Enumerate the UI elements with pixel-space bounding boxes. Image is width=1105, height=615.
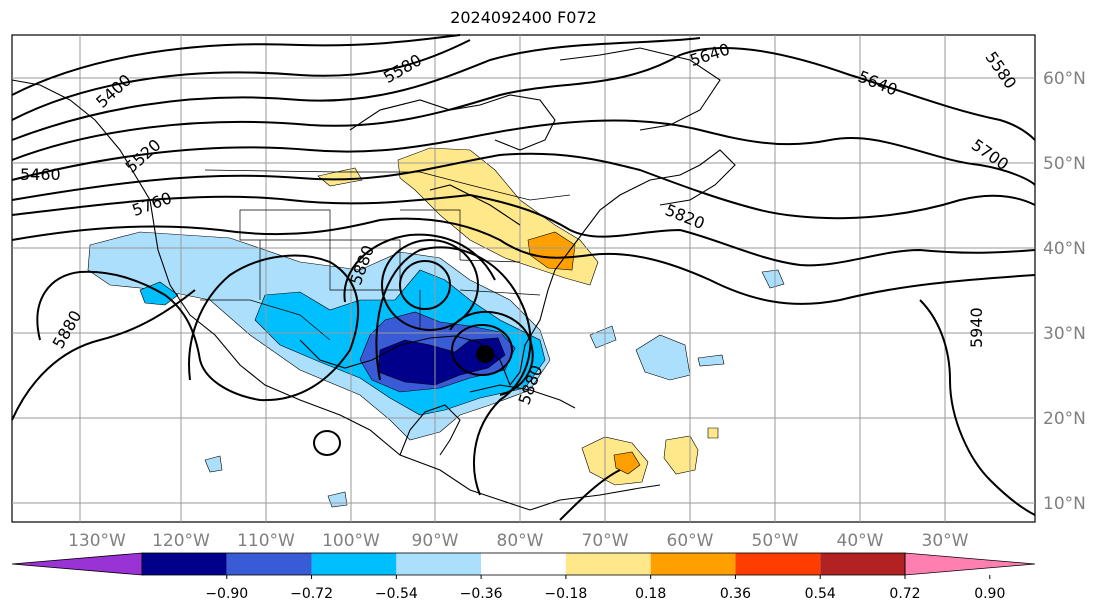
- colorbar-tick-label: 0.36: [720, 586, 751, 602]
- coast-hudson: [349, 94, 556, 151]
- lon-label: 40°W: [837, 531, 884, 551]
- anomaly-yellow-spot-east: [707, 427, 719, 439]
- colorbar-tick-label: −0.18: [544, 586, 587, 602]
- map-title: 2024092400 F072: [450, 8, 597, 27]
- graticule: [12, 35, 1035, 522]
- colorbar-segment: [396, 553, 482, 575]
- colorbar-segment: [820, 553, 905, 575]
- colorbar-tick-label: 0.18: [635, 586, 666, 602]
- lat-label: 10°N: [1043, 494, 1086, 514]
- anomaly-blue-spot-carib: [697, 354, 725, 367]
- anomaly-blue-spot-pac1: [204, 455, 223, 473]
- coastlines: [11, 47, 736, 511]
- border-us-canada: [204, 169, 571, 201]
- colorbar-segment: [650, 553, 736, 575]
- colorbar-segment: [481, 553, 566, 575]
- lon-label: 100°W: [322, 531, 380, 551]
- lat-label: 60°N: [1043, 69, 1086, 89]
- contour-label: 5940: [967, 307, 986, 348]
- lat-label: 50°N: [1043, 154, 1086, 174]
- lon-label: 130°W: [68, 531, 126, 551]
- lon-label: 120°W: [152, 531, 210, 551]
- coast-yucatan: [399, 404, 461, 456]
- coast-south-america: [529, 484, 661, 511]
- colorbar: −0.90 −0.72 −0.54 −0.36 −0.18 0.18 0.36 0.54 0.7…: [11, 552, 1036, 602]
- contour-label: 5460: [20, 165, 61, 184]
- lon-label: 110°W: [237, 531, 295, 551]
- colorbar-tick-label: 0.72: [889, 586, 920, 602]
- lon-label: 70°W: [582, 531, 629, 551]
- colorbar-extend-low: [11, 552, 143, 576]
- colorbar-segment: [565, 553, 651, 575]
- border-us-mexico: [200, 299, 331, 341]
- colorbar-segment: [311, 553, 397, 575]
- colorbar-extend-high: [904, 552, 1036, 576]
- colorbar-segment: [735, 553, 821, 575]
- coast-gulf: [299, 229, 586, 387]
- colorbar-tick-label: 0.54: [805, 586, 836, 602]
- lat-label: 30°N: [1043, 324, 1086, 344]
- colorbar-segment: [142, 553, 227, 575]
- colorbar-tick-label: −0.36: [460, 586, 503, 602]
- lon-label: 90°W: [412, 531, 459, 551]
- lon-label: 30°W: [922, 531, 969, 551]
- coast-cuba: [469, 384, 576, 409]
- coast-labrador: [559, 47, 721, 131]
- lon-label: 50°W: [752, 531, 799, 551]
- colorbar-segment: [226, 553, 312, 575]
- coast-great-lakes: [429, 184, 521, 226]
- colorbar-tick-label: 0.90: [974, 586, 1005, 602]
- lon-label: 80°W: [497, 531, 544, 551]
- colorbar-tick-label: −0.90: [205, 586, 248, 602]
- colorbar-tick-label: −0.54: [375, 586, 418, 602]
- lat-label: 40°N: [1043, 239, 1086, 259]
- anomaly-shading: [87, 147, 785, 508]
- height-contours: [11, 34, 1036, 521]
- anomaly-navy-core: [377, 337, 506, 386]
- coast-maritimes: [584, 149, 736, 231]
- colorbar-outline: [141, 552, 906, 576]
- latitude-labels: 60°N 50°N 40°N 30°N 20°N 10°N: [1043, 69, 1086, 514]
- storm-center-marker: [476, 345, 494, 363]
- lon-label: 60°W: [667, 531, 714, 551]
- longitude-labels: 130°W 120°W 110°W 100°W 90°W 80°W 70°W 6…: [68, 531, 969, 551]
- colorbar-tick-label: −0.72: [290, 586, 333, 602]
- lat-label: 20°N: [1043, 409, 1086, 429]
- anomaly-orange-caribbean: [613, 451, 641, 475]
- anomaly-blue-spot-east: [761, 269, 785, 289]
- coast-north-america: [11, 79, 531, 511]
